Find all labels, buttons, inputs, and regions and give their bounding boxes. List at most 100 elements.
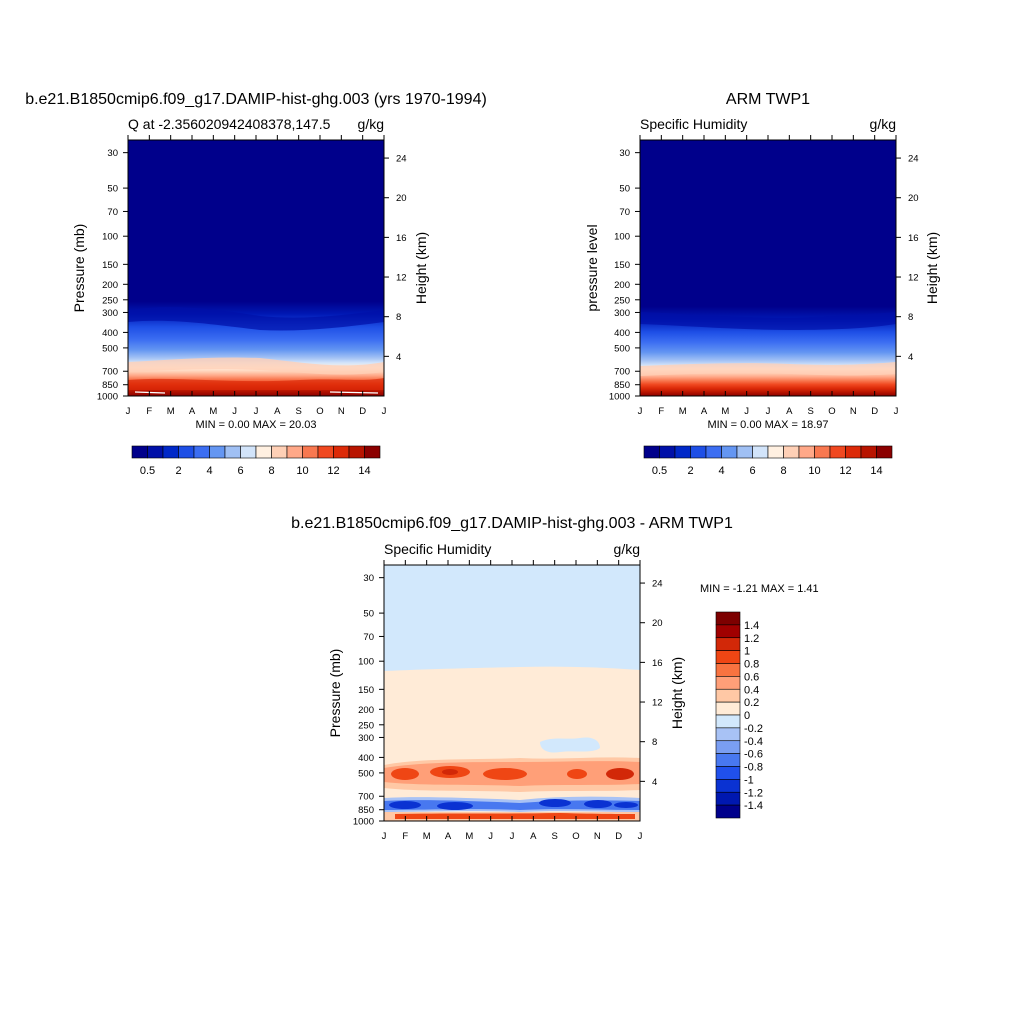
colorbar-label: 10 [296, 465, 308, 477]
y-tick-label: 200 [102, 280, 118, 291]
panel-obs-field [640, 140, 896, 396]
colorbar-swatch [715, 753, 741, 767]
x-tick-label: J [232, 406, 237, 417]
y-tick-label: 100 [614, 232, 630, 243]
panel-diff-min-cell [437, 802, 473, 810]
y-tick-label: 70 [363, 632, 374, 643]
panel-diff: b.e21.B1850cmip6.f09_g17.DAMIP-hist-ghg.… [291, 515, 818, 842]
colorbar-swatch [783, 445, 800, 459]
colorbar-label: 8 [780, 465, 786, 477]
colorbar-swatch [721, 445, 738, 459]
x-tick-label: N [850, 406, 857, 417]
colorbar-swatch [193, 445, 210, 459]
colorbar-swatch [715, 727, 741, 742]
x-tick-label: M [465, 831, 473, 842]
panel-model-contour-band [128, 357, 384, 375]
panel-diff-ylabel: Pressure (mb) [327, 649, 343, 738]
panel-diff-min-cell [584, 800, 612, 808]
y-right-tick-label: 12 [908, 273, 919, 284]
colorbar-swatch [286, 445, 303, 459]
panel-diff-region-upper [384, 565, 640, 671]
colorbar-swatch [798, 445, 815, 459]
colorbar-swatch [715, 791, 741, 806]
y-right-tick-label: 16 [908, 233, 919, 244]
panel-model-contour-band [128, 378, 384, 390]
y-right-tick-label: 24 [908, 154, 919, 165]
panel-model-contour-band [134, 391, 379, 394]
colorbar-label: -0.8 [744, 762, 763, 774]
colorbar-swatch [752, 445, 769, 459]
colorbar-label: 0.5 [140, 465, 155, 477]
colorbar-label: -1.2 [744, 787, 763, 799]
colorbar-swatch [715, 663, 741, 677]
colorbar-label: 2 [175, 465, 181, 477]
panel-obs-title: ARM TWP1 [726, 91, 810, 108]
colorbar-swatch [255, 445, 272, 459]
colorbar-swatch [348, 445, 365, 459]
colorbar-swatch [271, 445, 288, 459]
x-tick-label: J [488, 831, 493, 842]
y-tick-label: 70 [619, 207, 630, 218]
colorbar-swatch [715, 714, 741, 729]
x-tick-label: M [209, 406, 217, 417]
y-right-tick-label: 4 [908, 352, 913, 363]
colorbar-swatch [715, 766, 741, 780]
colorbar-swatch [364, 445, 381, 459]
x-tick-label: N [338, 406, 345, 417]
panel-diff-subtitle-right: g/kg [614, 541, 640, 557]
panel-diff-max-cell [391, 768, 419, 780]
y-tick-label: 30 [619, 148, 630, 159]
y-tick-label: 50 [363, 609, 374, 620]
colorbar-label: 0.4 [744, 684, 759, 696]
colorbar-label: 0.6 [744, 671, 759, 683]
y-tick-label: 50 [619, 184, 630, 195]
x-tick-label: O [316, 406, 323, 417]
y-right-tick-label: 8 [908, 312, 913, 323]
y-tick-label: 250 [358, 720, 374, 731]
y-tick-label: 1000 [97, 392, 118, 403]
y-tick-label: 150 [614, 260, 630, 271]
colorbar-swatch [690, 445, 707, 459]
y-tick-label: 300 [102, 308, 118, 319]
x-tick-label: F [402, 831, 408, 842]
panel-model-field [128, 140, 384, 396]
colorbar-swatch [845, 445, 862, 459]
y-tick-label: 1000 [353, 817, 374, 828]
x-tick-label: S [807, 406, 813, 417]
panel-obs: ARM TWP1 Specific Humidity g/kg J F M A M J J A… [584, 91, 940, 477]
x-tick-label: A [701, 406, 708, 417]
colorbar-label: 0.8 [744, 659, 759, 671]
y-tick-label: 850 [358, 805, 374, 816]
x-tick-label: J [382, 406, 387, 417]
panel-obs-ylabel: pressure level [584, 224, 600, 311]
panel-model-contour-band [128, 307, 384, 331]
x-tick-label: J [638, 406, 643, 417]
colorbar-swatch [715, 779, 741, 793]
colorbar-swatch [674, 445, 691, 459]
x-tick-label: J [382, 831, 387, 842]
panel-obs-subtitle-right: g/kg [870, 116, 896, 132]
x-tick-label: D [615, 831, 622, 842]
colorbar-swatch [876, 445, 893, 459]
colorbar-swatch [659, 445, 676, 459]
colorbar-swatch [333, 445, 350, 459]
colorbar-swatch [715, 611, 741, 626]
x-tick-label: O [572, 831, 579, 842]
colorbar-label: 10 [808, 465, 820, 477]
x-tick-label: J [254, 406, 259, 417]
y-tick-label: 700 [614, 367, 630, 378]
colorbar-swatch [240, 445, 257, 459]
x-tick-label: J [126, 406, 131, 417]
panel-obs-contour-band [640, 312, 896, 330]
x-tick-label: F [146, 406, 152, 417]
y-right-tick-label: 20 [652, 618, 663, 629]
panel-diff-title: b.e21.B1850cmip6.f09_g17.DAMIP-hist-ghg.… [291, 515, 733, 532]
y-tick-label: 200 [358, 705, 374, 716]
panel-obs-stats: MIN = 0.00 MAX = 18.97 [707, 419, 828, 431]
x-tick-label: S [295, 406, 301, 417]
colorbar-label: 2 [687, 465, 693, 477]
y-right-tick-label: 16 [396, 233, 407, 244]
y-tick-label: 30 [107, 148, 118, 159]
